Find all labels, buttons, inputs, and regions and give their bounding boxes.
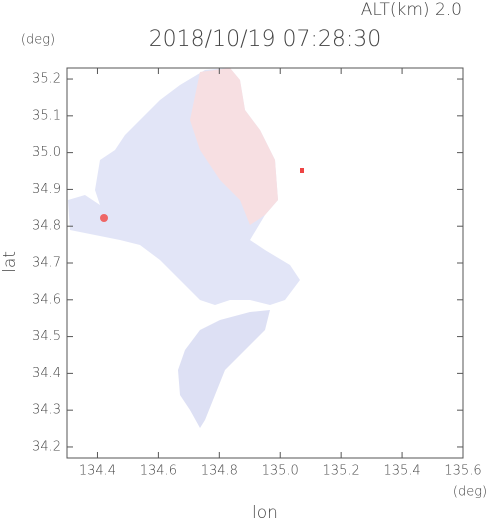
island-field (178, 310, 270, 428)
y-tick-label: 34.4 (32, 366, 61, 381)
x-tick-label: 135.2 (323, 464, 360, 479)
y-tick-label: 34.6 (32, 292, 61, 307)
altitude-label: ALT(km) 2.0 (361, 0, 462, 20)
echo-spot (300, 168, 304, 173)
y-tick-label: 34.7 (32, 256, 61, 271)
radar-field (68, 68, 304, 428)
x-tick-label: 135.0 (262, 464, 299, 479)
x-tick-label: 135.6 (444, 464, 481, 479)
echo-spot (100, 214, 108, 222)
y-tick-label: 34.8 (32, 219, 61, 234)
x-tick-label: 134.8 (201, 464, 238, 479)
x-tick-label: 135.4 (383, 464, 420, 479)
x-unit: (deg) (453, 485, 487, 500)
y-tick-label: 35.1 (32, 108, 61, 123)
warm-area (190, 68, 278, 225)
y-tick-label: 35.2 (32, 72, 61, 87)
y-tick-label: 34.9 (32, 182, 61, 197)
x-tick-label: 134.4 (79, 464, 116, 479)
y-unit: (deg) (21, 33, 55, 48)
x-axis-label: lon (252, 503, 278, 521)
y-tick-label: 34.5 (32, 329, 61, 344)
y-axis-label: lat (0, 251, 20, 273)
y-tick-label: 35.0 (32, 145, 61, 160)
chart-title: 2018/10/19 07:28:30 (149, 27, 382, 52)
y-tick-label: 34.3 (32, 403, 61, 418)
x-tick-label: 134.6 (140, 464, 177, 479)
y-tick-label: 34.2 (32, 439, 61, 454)
